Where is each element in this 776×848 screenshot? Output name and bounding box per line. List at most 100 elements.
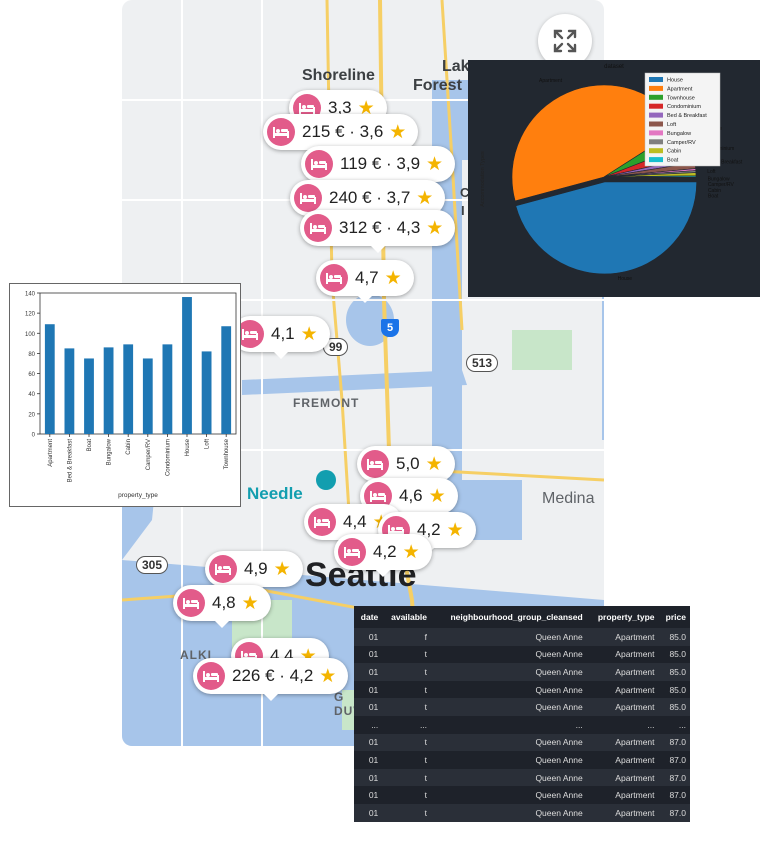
fullscreen-icon — [553, 29, 577, 53]
table-cell: 01 — [354, 628, 383, 646]
table-cell: 01 — [368, 684, 379, 695]
space-needle-marker-icon[interactable] — [316, 470, 336, 490]
table-row: 01 t Queen Anne Apartment 85.0 — [354, 646, 690, 664]
map-label-needle: Needle — [247, 484, 303, 503]
table-cell: Queen Anne — [535, 754, 583, 765]
bar-bungalow — [103, 347, 114, 434]
map-label-shoreline: Shoreline — [302, 67, 375, 84]
table-cell: 87.0 — [658, 803, 690, 822]
bar-condominium — [162, 344, 173, 434]
y-tick-label: 0 — [32, 433, 36, 439]
table-cell: Queen Anne — [431, 768, 587, 787]
table-cell: t — [424, 754, 428, 765]
pie-legend-label: Condominium — [667, 104, 701, 110]
table-cell: 87.0 — [669, 790, 686, 801]
table-cell: Apartment — [586, 663, 659, 681]
pie-legend-label: Townhouse — [667, 95, 695, 101]
table-cell: 87.0 — [658, 768, 690, 787]
x-tick-label: Bed & Breakfast — [67, 439, 73, 483]
star-icon: ★ — [426, 217, 444, 239]
bar-chart-axes — [39, 292, 237, 435]
table-cell: 87.0 — [658, 733, 690, 752]
data-table: date available neighbourhood_group_cleanse… — [354, 606, 690, 822]
table-column-header: property_type — [597, 612, 655, 622]
pie-legend-label: Apartment — [667, 86, 693, 92]
fullscreen-button[interactable] — [538, 14, 592, 68]
listing-pin[interactable]: 5,0 ★ — [357, 446, 455, 489]
bar-chart: 0 20 40 60 80 100 120 140 Apartment Bed & Breakfa… — [25, 292, 237, 499]
table-cell: 85.0 — [658, 663, 690, 681]
bar-cabin — [123, 344, 134, 434]
pie-label: House — [618, 276, 633, 282]
table-cell: 01 — [354, 803, 383, 822]
x-tick-label: Boat — [87, 439, 93, 452]
bar-camper-rv — [142, 358, 153, 434]
pie-label: Apartment — [539, 78, 563, 84]
pie-legend-label: Bed & Breakfast — [667, 113, 707, 119]
highway-99-shield: 99 — [323, 338, 349, 356]
y-tick-label: 60 — [28, 372, 35, 378]
pin-label: 4,6 — [399, 486, 423, 505]
bar-loft — [201, 351, 212, 434]
table-row: 01 t Queen Anne Apartment 87.0 — [354, 733, 690, 752]
bed-icon — [197, 662, 225, 690]
pin-label: 312 € · 4,3 — [339, 218, 421, 237]
pin-label: 215 € · 3,6 — [302, 122, 384, 141]
table-row: 01 t Queen Anne Apartment 87.0 — [354, 803, 690, 822]
table-cell: Apartment — [586, 768, 659, 787]
table-row: 01 t Queen Anne Apartment 87.0 — [354, 768, 690, 787]
table-cell: Queen Anne — [535, 684, 583, 695]
table-row: 01 t Queen Anne Apartment 85.0 — [354, 681, 690, 699]
listing-pin[interactable]: 119 € · 3,9 ★ — [301, 146, 456, 189]
star-icon: ★ — [402, 541, 420, 563]
table-cell: ... — [678, 719, 686, 730]
star-icon: ★ — [389, 121, 407, 143]
highway-305-shield: 305 — [136, 556, 169, 574]
table-cell: Apartment — [615, 754, 655, 765]
listing-pin[interactable]: 4,9 ★ — [205, 551, 303, 594]
listing-pin[interactable]: 226 € · 4,2 ★ — [193, 658, 349, 701]
pin-label: 4,8 — [212, 593, 236, 612]
bed-icon — [209, 555, 237, 583]
star-icon: ★ — [300, 323, 318, 345]
star-icon: ★ — [426, 153, 444, 175]
table-cell: Apartment — [615, 649, 655, 660]
pin-label: 4,2 — [373, 542, 397, 561]
listing-pin[interactable]: 4,1 ★ — [232, 316, 330, 359]
table-cell: ... — [419, 719, 428, 730]
star-icon: ★ — [241, 592, 259, 614]
table-cell: Queen Anne — [431, 698, 587, 716]
table-cell: Apartment — [586, 628, 659, 646]
table-cell: Queen Anne — [535, 649, 583, 660]
listing-pin[interactable]: 215 € · 3,6 ★ — [263, 114, 419, 157]
pie-legend-swatch — [649, 94, 663, 100]
y-tick-label: 40 — [28, 392, 35, 398]
pie-legend-swatch — [649, 85, 663, 91]
listing-pin[interactable]: 312 € · 4,3 ★ — [300, 210, 456, 253]
bar-boat — [84, 358, 94, 434]
map-label-c: C — [460, 185, 470, 200]
map-label-g: G — [334, 690, 344, 704]
pin-label: 240 € · 3,7 — [329, 188, 411, 207]
table-cell: t — [424, 684, 428, 695]
pie-y-label: Accommodation Types — [480, 151, 486, 207]
table-cell: t — [382, 768, 432, 787]
listing-pin[interactable]: 4,2 ★ — [334, 534, 432, 577]
bed-icon — [338, 538, 366, 566]
pie-title: dataset — [604, 64, 624, 70]
table-cell: ... — [371, 719, 379, 730]
x-tick-label: Bungalow — [107, 438, 113, 465]
listing-pin[interactable]: 4,7 ★ — [316, 260, 414, 303]
pie-legend-label: House — [667, 78, 683, 84]
listing-pin[interactable]: 4,8 ★ — [173, 585, 271, 628]
table-cell: Queen Anne — [431, 663, 587, 681]
pie-slice-house — [515, 181, 697, 275]
pie-legend-label: Loft — [667, 122, 677, 128]
table-cell: 01 — [368, 649, 379, 660]
table-cell: 01 — [354, 768, 383, 787]
pie-label: Loft — [707, 169, 716, 175]
x-tick-label: Camper/RV — [146, 439, 152, 470]
bed-icon — [304, 214, 332, 242]
x-tick-label: Townhouse — [224, 438, 230, 469]
table-cell: 01 — [354, 733, 383, 752]
